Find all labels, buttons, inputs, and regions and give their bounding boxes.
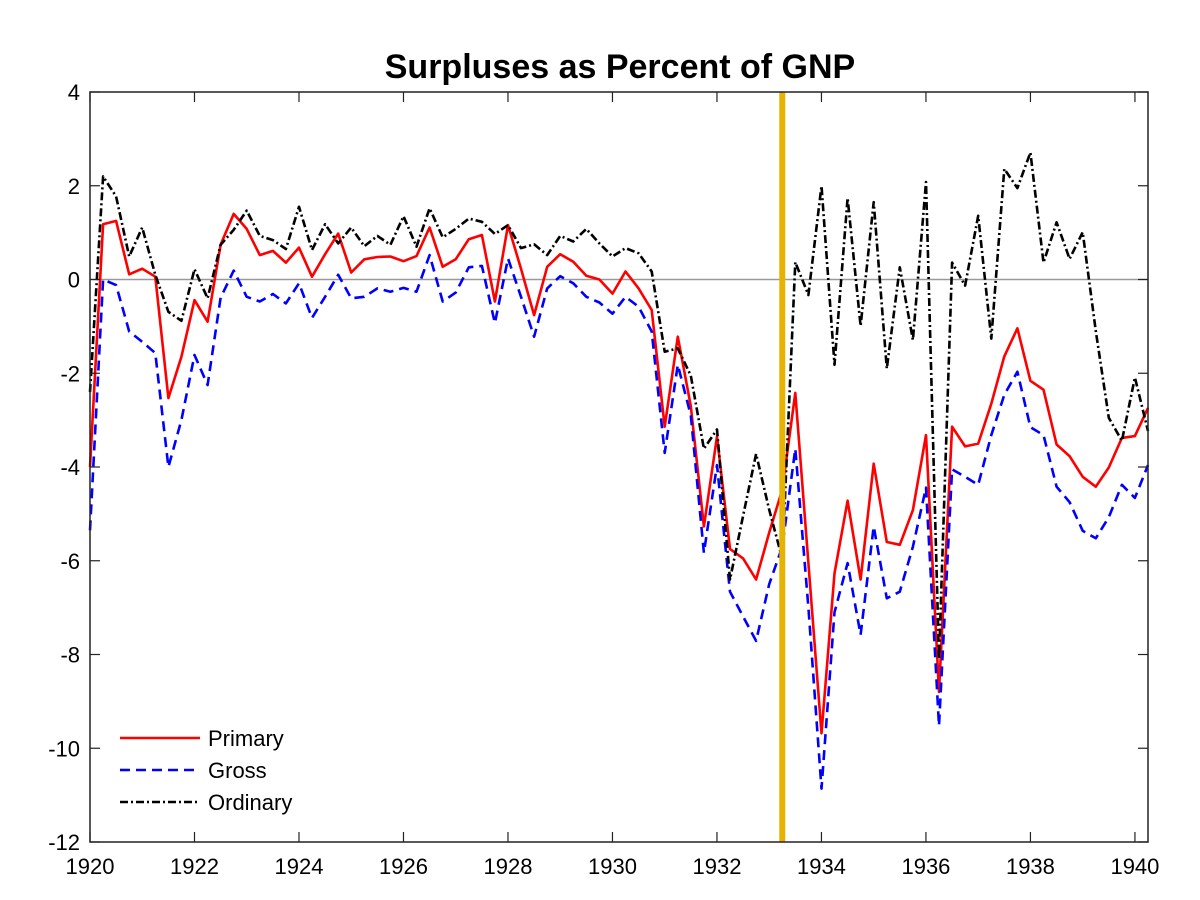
x-tick-label: 1940 (1110, 854, 1159, 879)
legend-label-gross: Gross (208, 758, 267, 783)
x-tick-label: 1920 (66, 854, 115, 879)
y-tick-label: -10 (48, 736, 80, 761)
legend-label-ordinary: Ordinary (208, 790, 292, 815)
y-tick-label: -4 (60, 455, 80, 480)
y-tick-label: -12 (48, 830, 80, 855)
x-tick-label: 1930 (588, 854, 637, 879)
x-tick-label: 1926 (379, 854, 428, 879)
y-tick-label: -2 (60, 361, 80, 386)
x-tick-label: 1922 (170, 854, 219, 879)
x-tick-label: 1934 (797, 854, 846, 879)
x-tick-label: 1924 (275, 854, 324, 879)
y-tick-label: 2 (68, 174, 80, 199)
legend-label-primary: Primary (208, 726, 284, 751)
x-tick-label: 1928 (483, 854, 532, 879)
y-tick-label: -6 (60, 549, 80, 574)
y-tick-label: 4 (68, 80, 80, 105)
series-line-primary (88, 212, 1150, 735)
x-tick-label: 1938 (1006, 854, 1055, 879)
y-tick-label: -8 (60, 643, 80, 668)
chart-title: Surpluses as Percent of GNP (385, 48, 856, 86)
y-tick-label: 0 (68, 268, 80, 293)
x-tick-label: 1936 (901, 854, 950, 879)
x-tick-label: 1932 (692, 854, 741, 879)
plot-area: 1920 1922 1924 1926 1928 1930 1932 1934 1936 1938… (48, 80, 1159, 879)
series-line-ordinary (88, 151, 1150, 661)
series-line-gross (88, 253, 1150, 790)
